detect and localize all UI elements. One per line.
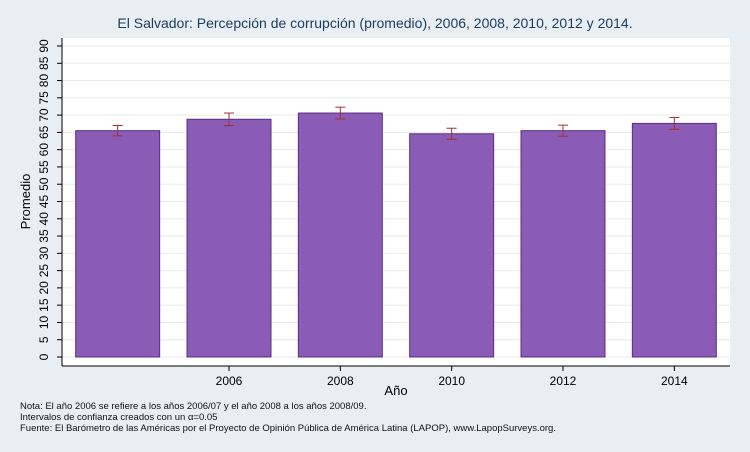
y-tick-label: 10 [37, 315, 51, 329]
x-tick-label: 2010 [438, 374, 465, 388]
y-tick-label: 90 [37, 39, 51, 53]
y-tick-label: 15 [37, 298, 51, 312]
note-line: Nota: El año 2006 se refiere a los años … [20, 401, 367, 412]
y-tick-label: 60 [37, 143, 51, 157]
y-tick-label: 70 [37, 108, 51, 122]
y-tick-label: 45 [37, 195, 51, 209]
bar [75, 130, 161, 358]
y-tick-label: 25 [37, 264, 51, 278]
y-tick-label: 30 [37, 246, 51, 260]
y-tick-label: 20 [37, 281, 51, 295]
chart-title: El Salvador: Percepción de corrupción (p… [117, 15, 633, 31]
bar [631, 122, 717, 358]
x-tick-label: 2012 [550, 374, 577, 388]
bar [409, 133, 495, 358]
y-tick-label: 65 [37, 125, 51, 139]
bar [186, 118, 272, 358]
x-axis-label: Año [384, 383, 407, 398]
y-tick-label: 50 [37, 177, 51, 191]
y-tick-label: 40 [37, 212, 51, 226]
note-line: Intervalos de confianza creados con un α… [20, 412, 218, 423]
y-tick-label: 35 [37, 229, 51, 243]
y-tick-label: 0 [37, 353, 51, 360]
y-tick-label: 5 [37, 336, 51, 343]
x-tick-label: 2008 [327, 374, 354, 388]
y-tick-label: 55 [37, 160, 51, 174]
source-line: Fuente: El Barómetro de las Américas por… [20, 423, 556, 434]
bar [297, 112, 383, 358]
y-tick-label: 75 [37, 91, 51, 105]
y-tick-label: 85 [37, 56, 51, 70]
x-tick-label: 2006 [216, 374, 243, 388]
x-tick-label: 2014 [661, 374, 688, 388]
y-tick-label: 80 [37, 74, 51, 88]
y-axis-label: Promedio [18, 174, 33, 230]
bar [520, 130, 606, 358]
